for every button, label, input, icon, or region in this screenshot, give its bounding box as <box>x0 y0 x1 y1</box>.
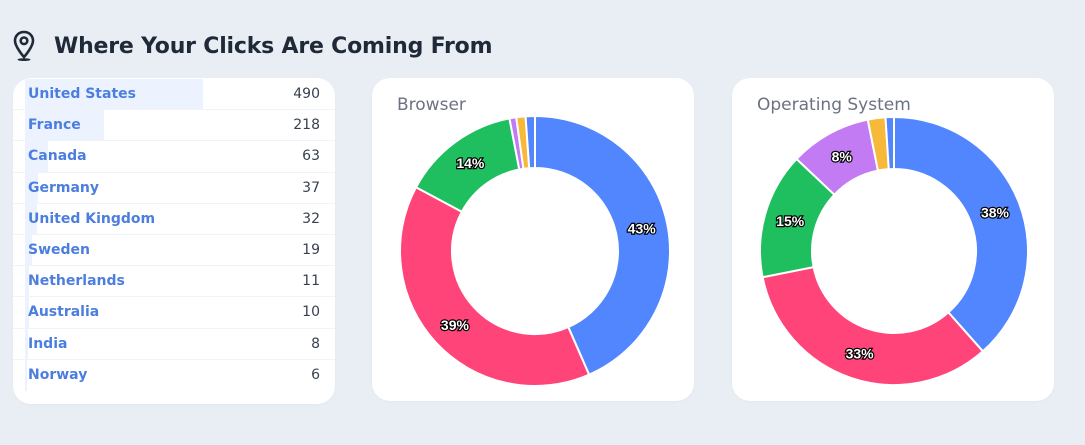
count-bar <box>25 297 29 328</box>
map-pin-icon <box>13 30 35 61</box>
country-count: 37 <box>302 179 320 196</box>
donut-slice[interactable] <box>534 114 671 376</box>
country-count: 6 <box>311 366 320 383</box>
count-bar <box>25 203 37 234</box>
country-name[interactable]: India <box>28 335 68 352</box>
count-bar <box>25 110 105 141</box>
country-count: 8 <box>311 335 320 352</box>
donut-slice[interactable] <box>761 265 985 386</box>
country-count: 32 <box>302 210 320 227</box>
count-bar <box>25 266 29 297</box>
table-row[interactable]: United Kingdom 32 <box>13 203 335 235</box>
count-bar <box>25 328 28 359</box>
country-name[interactable]: Sweden <box>28 241 90 258</box>
country-count: 218 <box>293 117 320 134</box>
slice-label: 15% <box>776 213 805 229</box>
table-row[interactable]: Sweden 19 <box>13 234 335 267</box>
country-name[interactable]: Canada <box>28 148 87 165</box>
country-count: 10 <box>302 304 320 321</box>
count-bar <box>25 172 39 203</box>
country-count: 19 <box>302 241 320 258</box>
slice-label: 39% <box>441 317 470 333</box>
donut-slice[interactable] <box>884 115 895 171</box>
country-name[interactable]: Australia <box>28 304 100 321</box>
slice-label: 43% <box>628 221 657 237</box>
country-name[interactable]: United Kingdom <box>28 210 156 227</box>
country-name[interactable]: Germany <box>28 179 100 196</box>
section-header: Where Your Clicks Are Coming From <box>12 30 492 62</box>
country-name[interactable]: United States <box>28 86 136 102</box>
os-chart-card: Operating System 38% 33% 15% 8% <box>732 78 1054 401</box>
count-bar <box>25 359 28 391</box>
table-row[interactable]: Netherlands 11 <box>13 266 335 298</box>
table-row[interactable]: France 218 <box>13 110 335 142</box>
count-bar <box>25 79 203 110</box>
country-count: 11 <box>302 273 320 290</box>
count-bar <box>25 234 32 266</box>
slice-label: 33% <box>846 345 875 361</box>
donut-slice[interactable] <box>524 114 536 170</box>
os-donut-chart: 38% 33% 15% 8% <box>759 115 1029 386</box>
table-row[interactable]: Germany 37 <box>13 172 335 204</box>
page-title: Where Your Clicks Are Coming From <box>54 33 493 59</box>
country-name[interactable]: Netherlands <box>28 273 125 290</box>
country-name[interactable]: Norway <box>28 366 88 383</box>
donut-slice[interactable] <box>399 185 591 387</box>
browser-chart-card: Browser 43% 39% 14% <box>372 78 694 401</box>
slice-label: 38% <box>981 205 1010 221</box>
chart-title: Operating System <box>757 95 911 115</box>
slice-label: 14% <box>456 155 485 171</box>
country-count: 490 <box>293 86 320 102</box>
table-row[interactable]: India 8 <box>13 328 335 360</box>
country-count: 63 <box>302 148 320 165</box>
slice-label: 8% <box>832 149 853 165</box>
table-row[interactable]: Norway 6 <box>13 359 335 391</box>
count-bar <box>25 141 48 172</box>
table-row[interactable]: United States 490 <box>13 79 335 111</box>
chart-title: Browser <box>397 95 466 115</box>
browser-donut-chart: 43% 39% 14% <box>399 114 671 387</box>
donut-slice[interactable] <box>893 115 1029 353</box>
table-row[interactable]: Canada 63 <box>13 141 335 173</box>
table-row[interactable]: Australia 10 <box>13 297 335 329</box>
country-name[interactable]: France <box>28 117 81 134</box>
countries-table: United States 490 France 218 Canada 63 G… <box>13 78 335 404</box>
